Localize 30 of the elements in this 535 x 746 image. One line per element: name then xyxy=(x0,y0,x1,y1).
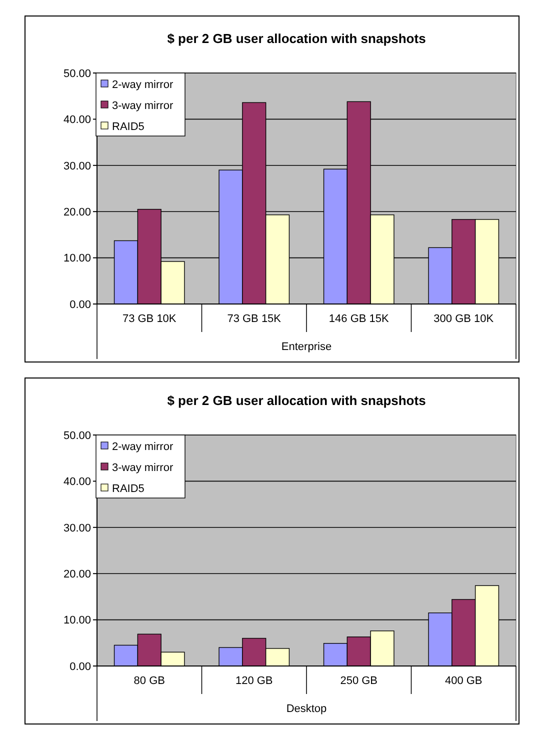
legend-label: 3-way mirror xyxy=(112,100,174,112)
legend-label: 2-way mirror xyxy=(112,78,174,91)
y-tick-label: 30.00 xyxy=(63,522,91,534)
x-tick-label: 73 GB 15K xyxy=(227,313,282,325)
x-tick-label: 250 GB xyxy=(340,675,378,687)
chart-title: $ per 2 GB user allocation with snapshots xyxy=(167,393,426,408)
y-tick-label: 40.00 xyxy=(63,114,91,126)
x-tick-label: 400 GB xyxy=(444,675,482,687)
y-tick-label: 0.00 xyxy=(70,660,91,673)
x-tick-label: 73 GB 10K xyxy=(122,313,177,325)
y-tick-label: 0.00 xyxy=(70,298,91,311)
chart-title: $ per 2 GB user allocation with snapshots xyxy=(167,31,426,46)
y-tick-label: 20.00 xyxy=(63,568,91,580)
x-axis-title: Enterprise xyxy=(281,341,332,353)
legend-label: 3-way mirror xyxy=(112,462,174,474)
y-tick-label: 40.00 xyxy=(63,476,91,488)
y-tick-label: 20.00 xyxy=(63,206,91,218)
x-tick-label: 146 GB 15K xyxy=(328,313,390,325)
legend-label: 2-way mirror xyxy=(112,440,174,453)
x-axis-title: Desktop xyxy=(286,703,327,715)
legend-label: RAID5 xyxy=(112,482,144,495)
x-tick-label: 300 GB 10K xyxy=(434,313,494,325)
x-tick-label: 80 GB xyxy=(134,675,165,687)
y-tick-label: 10.00 xyxy=(63,252,91,265)
y-tick-label: 50.00 xyxy=(63,68,91,80)
y-tick-label: 30.00 xyxy=(63,160,91,172)
legend-label: RAID5 xyxy=(112,120,144,133)
y-tick-label: 50.00 xyxy=(63,430,91,442)
y-tick-label: 10.00 xyxy=(63,614,91,627)
x-tick-label: 120 GB xyxy=(235,675,273,687)
